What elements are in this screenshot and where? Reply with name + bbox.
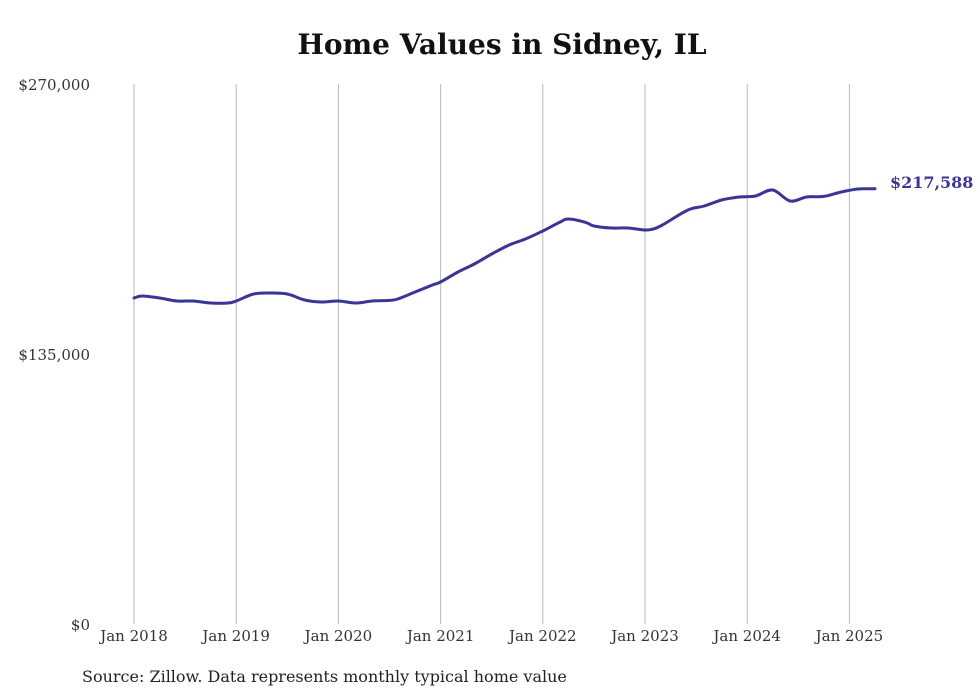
series-line [132,187,877,305]
chart-title: Home Values in Sidney, IL [297,28,707,61]
x-tick-label: Jan 2019 [200,627,270,645]
source-note: Source: Zillow. Data represents monthly … [82,667,567,686]
x-tick-label: Jan 2022 [507,627,577,645]
x-tick-label: Jan 2023 [609,627,679,645]
x-tick-label: Jan 2025 [814,627,884,645]
x-tick-label: Jan 2021 [405,627,475,645]
x-tick-label: Jan 2020 [303,627,373,645]
y-axis-labels: $0 $135,000 $270,000 [18,76,90,634]
x-tick-label: Jan 2024 [711,627,781,645]
y-tick-label: $135,000 [18,346,90,364]
series-group [132,187,877,305]
end-value-label: $217,588 [890,173,974,192]
x-tick-label: Jan 2018 [98,627,168,645]
data-labels: $217,588 [890,173,974,192]
grid-lines [133,84,850,624]
y-tick-label: $270,000 [18,76,90,94]
y-tick-label: $0 [71,616,90,634]
x-axis-labels: Jan 2018 Jan 2019 Jan 2020 Jan 2021 Jan 2022… [98,627,883,645]
